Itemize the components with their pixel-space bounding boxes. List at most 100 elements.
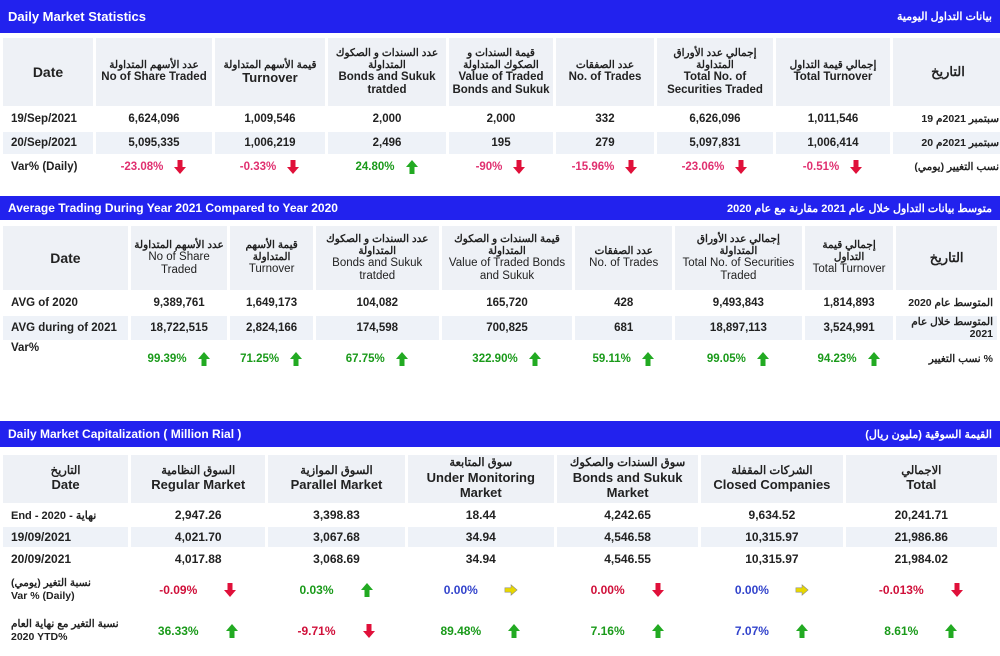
up-arrow-icon bbox=[508, 624, 521, 638]
table-row: 19/09/2021 4,021.70 3,067.68 34.94 4,546… bbox=[3, 527, 997, 547]
daily-stats-title-bar: Daily Market Statistics بيانات التداول ا… bbox=[0, 0, 1000, 33]
header-bonds-traded: عدد السندات و الصكوك المتداولة Bonds and … bbox=[315, 226, 439, 290]
row-date-ar: المتوسط عام 2020 bbox=[908, 297, 993, 309]
header-regular-market: السوق النظامية Regular Market bbox=[131, 455, 266, 503]
row-date: 20/09/2021 bbox=[11, 552, 72, 566]
cell: 5,095,335 bbox=[96, 132, 212, 154]
cell: 6,626,096 bbox=[689, 113, 741, 125]
table-row: End - 2020 - نهاية 2,947.26 3,398.83 18.… bbox=[3, 505, 997, 525]
down-arrow-icon bbox=[287, 160, 300, 174]
var-cell: 89.48% bbox=[408, 611, 554, 651]
down-arrow-icon bbox=[625, 160, 638, 174]
cell: 1,006,219 bbox=[215, 132, 325, 154]
cell: 681 bbox=[575, 316, 672, 340]
header-date: Date bbox=[3, 38, 93, 106]
up-arrow-icon bbox=[795, 624, 808, 638]
cell: 3,524,991 bbox=[804, 316, 894, 340]
table-row: 20/Sep/2021 5,095,335 1,006,219 2,496 19… bbox=[3, 132, 1000, 154]
cell: 3,067.68 bbox=[268, 527, 405, 547]
table-row: AVG during of 2021 18,722,515 2,824,166 … bbox=[3, 316, 997, 340]
cell: 18,722,515 bbox=[130, 316, 228, 340]
daily-stats-table: Date عدد الأسهم المتداولة No of Share Tra… bbox=[0, 36, 1000, 180]
var-cell: 322.90% bbox=[442, 342, 573, 376]
var-cell: 0.00% bbox=[408, 571, 554, 609]
cell: 700,825 bbox=[441, 316, 573, 340]
var-cell: 0.00% bbox=[557, 571, 698, 609]
average-header-row: Date عدد الأسهم المتداولة No of Share Tra… bbox=[3, 226, 997, 290]
var-cell: -0.09% bbox=[131, 571, 265, 609]
header-total-turnover: إجمالي قيمة التداول Total Turnover bbox=[776, 38, 890, 106]
cell: 10,315.97 bbox=[701, 527, 843, 547]
cell: 20,241.71 bbox=[894, 508, 948, 522]
var-cell: 8.61% bbox=[846, 611, 997, 651]
header-bonds-value: قيمة السندات و الصكوك المتداولة Value of … bbox=[449, 38, 553, 106]
cell: 4,546.55 bbox=[604, 552, 651, 566]
right-arrow-icon bbox=[795, 584, 809, 596]
cell: 2,824,166 bbox=[230, 316, 313, 340]
var-cell: -0.51% bbox=[776, 156, 890, 178]
header-bonds-traded: عدد السندات و الصكوك المتداولة Bonds and … bbox=[328, 38, 446, 106]
row-date: AVG of 2020 bbox=[11, 297, 78, 309]
down-arrow-icon bbox=[735, 160, 748, 174]
header-trades: عدد الصفقات No. of Trades bbox=[575, 226, 672, 290]
var-cell: 94.23% bbox=[805, 342, 894, 376]
daily-header-row: Date عدد الأسهم المتداولة No of Share Tra… bbox=[3, 38, 1000, 106]
down-arrow-icon bbox=[174, 160, 187, 174]
header-bonds-sukuk-market: سوق السندات والصكوك Bonds and Sukuk Marke… bbox=[556, 455, 699, 503]
var-daily-row: نسبة التغير (يومي) Var % (Daily) -0.09% 0… bbox=[3, 571, 997, 609]
cell: 21,984.02 bbox=[894, 552, 948, 566]
cell: 34.94 bbox=[465, 552, 496, 566]
up-arrow-icon bbox=[945, 624, 958, 638]
cell: 332 bbox=[595, 113, 615, 125]
cell: 1,009,546 bbox=[244, 113, 296, 125]
up-arrow-icon bbox=[756, 352, 769, 366]
up-arrow-icon bbox=[651, 624, 664, 638]
var-cell: -23.06% bbox=[657, 156, 773, 178]
capitalization-header-row: التاريخ Date السوق النظامية Regular Market… bbox=[3, 455, 997, 503]
var-cell: 7.07% bbox=[701, 611, 842, 651]
capitalization-title-ar: القيمة السوقية (مليون ريال) bbox=[865, 428, 992, 441]
row-date-ar: المتوسط خلال عام 2021 bbox=[896, 316, 997, 340]
header-under-monitoring-market: سوق المتابعة Under Monitoring Market bbox=[407, 455, 554, 503]
var-cell: -90% bbox=[449, 156, 553, 178]
header-date: التاريخ Date bbox=[3, 455, 129, 503]
cell: 1,649,173 bbox=[246, 297, 298, 309]
header-parallel-market: السوق الموازية Parallel Market bbox=[268, 455, 405, 503]
up-arrow-icon bbox=[395, 352, 408, 366]
cell: 174,598 bbox=[315, 316, 439, 340]
cell: 195 bbox=[449, 132, 553, 154]
cell: 18,897,113 bbox=[675, 316, 802, 340]
down-arrow-icon bbox=[224, 583, 237, 597]
var-cell: 67.75% bbox=[316, 342, 439, 376]
cell: 21,986.86 bbox=[845, 527, 997, 547]
var-cell: 99.39% bbox=[131, 342, 228, 376]
cell: 2,000 bbox=[486, 113, 516, 125]
average-stats-table: Date عدد الأسهم المتداولة No of Share Tra… bbox=[0, 224, 1000, 378]
var-cell: -15.96% bbox=[556, 156, 654, 178]
var-ytd-row: نسبة التغير مع نهاية العام 2020 YTD% 36.3… bbox=[3, 611, 997, 651]
cell: 3,398.83 bbox=[313, 508, 360, 522]
var-cell: 71.25% bbox=[230, 342, 313, 376]
average-title: Average Trading During Year 2021 Compare… bbox=[8, 201, 338, 215]
cell: 4,021.70 bbox=[131, 527, 266, 547]
cell: 1,006,414 bbox=[776, 132, 890, 154]
cell: 4,546.58 bbox=[556, 527, 699, 547]
var-row: Var% 99.39% 71.25% 67.75% 322.90% 59.11%… bbox=[3, 342, 997, 376]
var-cell: 24.80% bbox=[328, 156, 446, 178]
header-date-ar: التاريخ bbox=[896, 226, 997, 290]
down-arrow-icon bbox=[850, 160, 863, 174]
cell: 165,720 bbox=[486, 297, 528, 309]
header-total-turnover: إجمالي قيمة التداول Total Turnover bbox=[804, 226, 894, 290]
cell: 2,947.26 bbox=[174, 508, 222, 522]
cell: 3,068.69 bbox=[313, 552, 360, 566]
cell: 2,496 bbox=[328, 132, 446, 154]
up-arrow-icon bbox=[867, 352, 880, 366]
average-title-ar: متوسط بيانات التداول خلال عام 2021 مقارن… bbox=[726, 202, 992, 215]
header-closed-companies: الشركات المقفلة Closed Companies bbox=[701, 455, 843, 503]
table-row: AVG of 2020 9,389,761 1,649,173 104,082 … bbox=[3, 292, 997, 314]
row-date-ar: 20 سبتمبر 2021م bbox=[893, 132, 1000, 154]
daily-stats-title: Daily Market Statistics bbox=[8, 9, 147, 24]
header-shares-traded: عدد الأسهم المتداولة No of Share Traded bbox=[130, 226, 228, 290]
var-cell: 7.16% bbox=[557, 611, 698, 651]
